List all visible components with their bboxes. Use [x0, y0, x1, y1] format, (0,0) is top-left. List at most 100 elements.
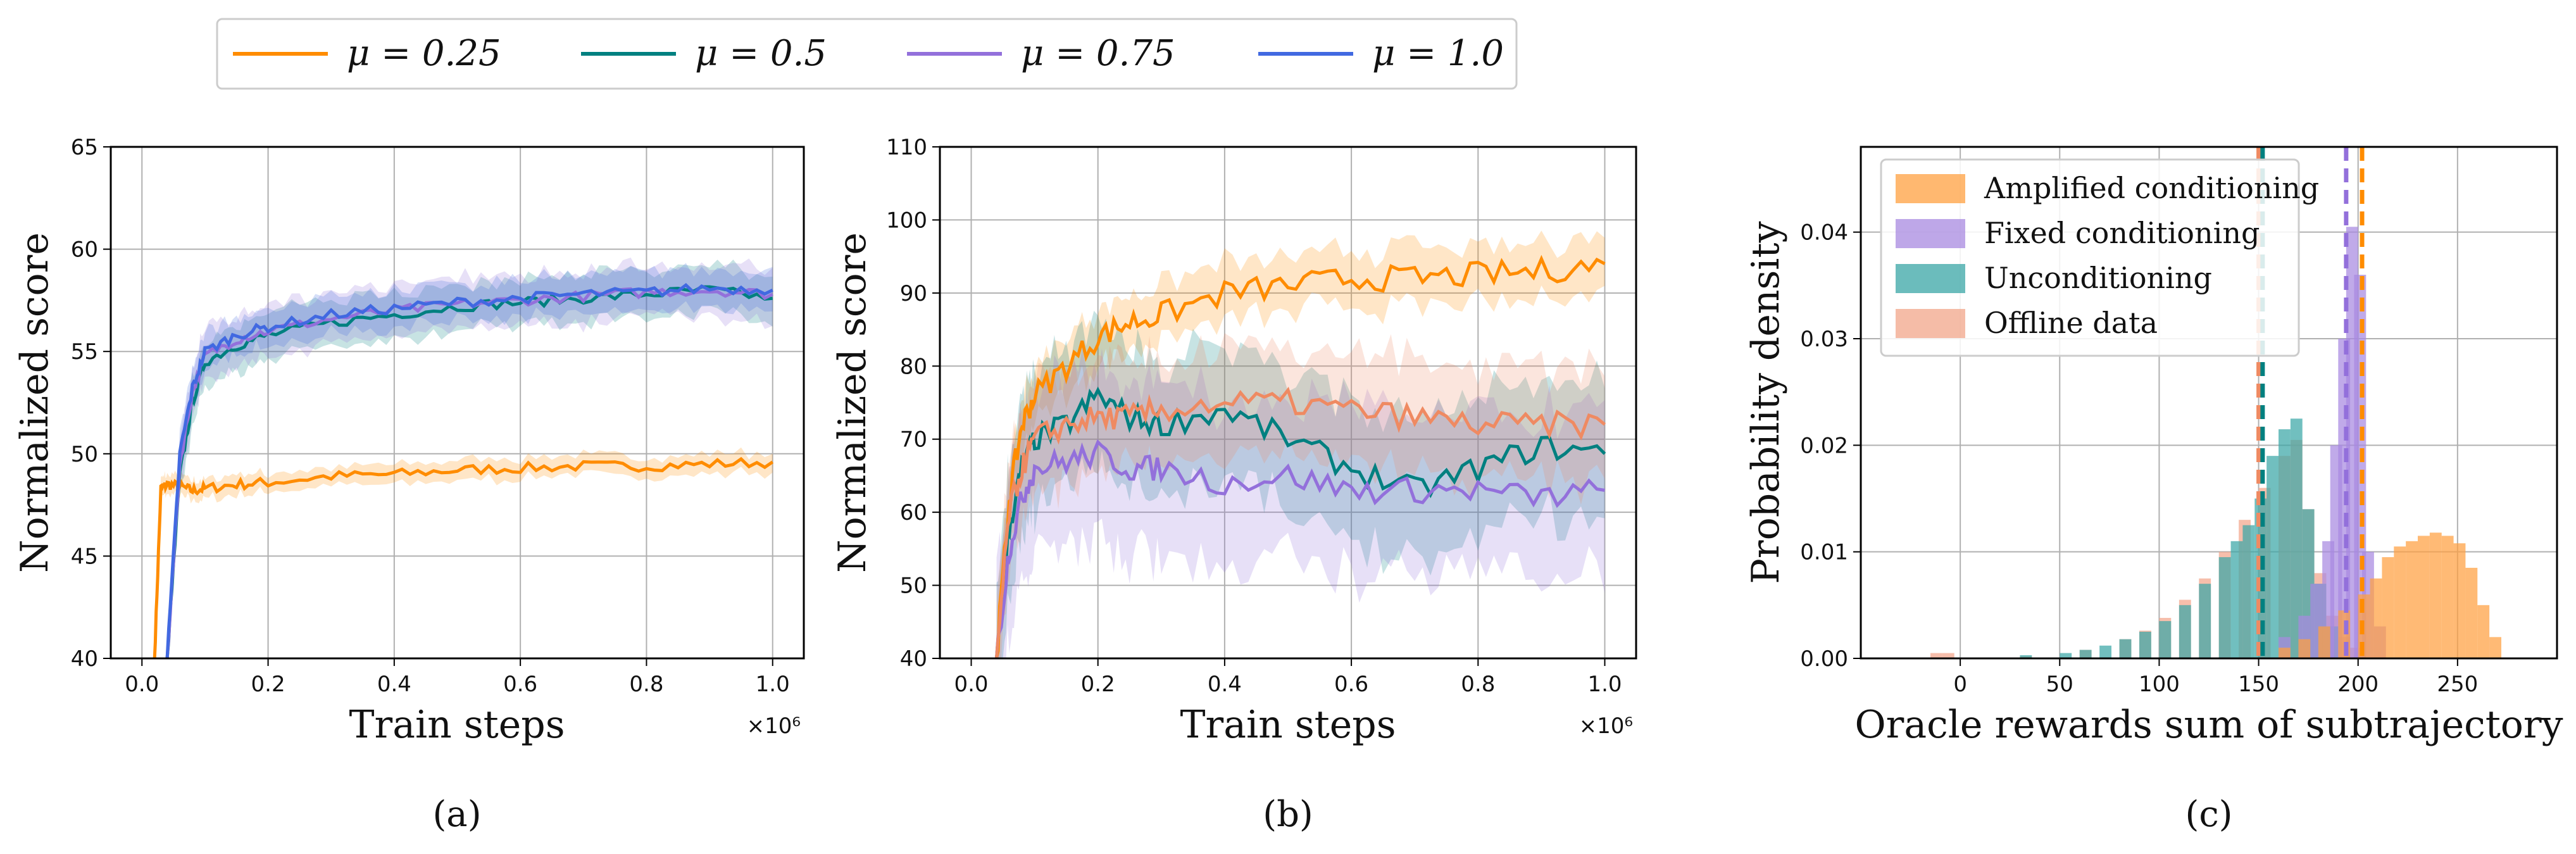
y-tick-label: 40 [900, 646, 927, 672]
histogram-bar [2060, 653, 2072, 658]
histogram-bar [2406, 541, 2418, 658]
histogram-bar [2298, 639, 2311, 658]
y-tick-label: 45 [71, 544, 98, 569]
caption-c: (c) [2185, 794, 2232, 835]
chart-c-bars [1930, 227, 2501, 658]
x-tick-label: 0.8 [629, 672, 663, 697]
chart-b-lines [995, 254, 1606, 659]
chart-a-xlabel: Train steps [349, 703, 565, 747]
chart-b-ticks: 0.0 0.2 0.4 0.6 0.8 1.0 40 50 60 70 80 90 100 110 [886, 135, 1622, 697]
x-tick-label: 1.0 [1587, 672, 1622, 697]
top-legend: μ = 0.25 μ = 0.5 μ = 0.75 μ = 1.0 [216, 18, 1518, 90]
chart-b-ylabel: Normalized score [830, 232, 875, 573]
histogram-bar [2489, 637, 2501, 658]
x-tick-label: 150 [2238, 672, 2279, 697]
histogram-bar [2465, 567, 2478, 658]
histogram-bar [2199, 584, 2211, 658]
confidence-band [167, 257, 773, 659]
histogram-bar [2394, 546, 2406, 658]
x-tick-label: 0 [1953, 672, 1967, 697]
histogram-bar [2119, 639, 2132, 658]
histogram-bar [2230, 541, 2243, 658]
x-tick-label: 0.6 [503, 672, 537, 697]
chart-a-bands [154, 257, 773, 659]
series-line [995, 254, 1606, 659]
chart-c-legend: Amplified conditioning Fixed conditionin… [1880, 158, 2319, 357]
chart-c-ticks: 0 50 100 150 200 250 0.00 0.01 0.02 0.03 0.04 [1800, 220, 2478, 697]
y-tick-label: 100 [886, 208, 927, 233]
y-tick-label: 60 [900, 500, 927, 525]
caption-a: (a) [432, 794, 481, 835]
y-tick-label: 0.01 [1800, 540, 1848, 565]
series-line [153, 456, 774, 659]
x-tick-label: 0.0 [954, 672, 988, 697]
chart-b-frame [939, 146, 1637, 660]
x-tick-label: 0.2 [251, 672, 285, 697]
x-tick-label: 1.0 [756, 672, 790, 697]
histogram-bar [1942, 653, 1954, 658]
chart-b: 0.0 0.2 0.4 0.6 0.8 1.0 40 50 60 70 80 90 100 110 Tra… [830, 135, 1637, 835]
x-tick-label: 0.6 [1334, 672, 1368, 697]
chart-a-x-multiplier: ×10⁶ [747, 713, 801, 739]
chart-b-xlabel: Train steps [1180, 703, 1396, 747]
chart-c: 0 50 100 150 200 250 0.00 0.01 0.02 0.03 0.04 Ampl… [1744, 146, 2563, 835]
histogram-bar [2382, 557, 2394, 658]
legend-label-mu-0.5: μ = 0.5 [695, 33, 827, 74]
legend-swatch-unconditioning [1896, 264, 1965, 293]
y-tick-label: 0.00 [1800, 646, 1848, 672]
histogram-bar [2279, 429, 2291, 658]
histogram-bar [2079, 650, 2092, 658]
chart-a-frame [109, 146, 805, 660]
legend-frame [216, 18, 1518, 90]
histogram-bar [2020, 655, 2032, 658]
histogram-bar [2318, 626, 2330, 658]
y-tick-label: 50 [71, 442, 98, 467]
chart-a-ticks: 0.0 0.2 0.4 0.6 0.8 1.0 40 45 50 55 60 65 [71, 135, 790, 697]
caption-b: (b) [1263, 794, 1313, 835]
y-tick-label: 60 [71, 237, 98, 263]
y-tick-label: 65 [71, 135, 98, 160]
histogram-bar [2453, 543, 2466, 658]
confidence-band [154, 447, 773, 658]
histogram-bar [2441, 536, 2454, 658]
y-tick-label: 40 [71, 646, 98, 672]
x-tick-label: 0.8 [1461, 672, 1495, 697]
chart-a-grid [111, 146, 804, 659]
x-tick-label: 0.4 [1208, 672, 1242, 697]
x-tick-label: 0.0 [125, 672, 159, 697]
legend-swatch-offline [1896, 309, 1965, 338]
legend-label-fixed: Fixed conditioning [1984, 216, 2260, 250]
x-tick-label: 0.4 [377, 672, 411, 697]
histogram-bar [2477, 605, 2490, 658]
series-line [165, 283, 773, 659]
chart-b-x-multiplier: ×10⁶ [1579, 713, 1633, 739]
legend-label-mu-1.0: μ = 1.0 [1372, 33, 1504, 74]
y-tick-label: 80 [900, 354, 927, 379]
legend-label-offline: Offline data [1984, 306, 2158, 340]
x-tick-label: 200 [2337, 672, 2379, 697]
y-tick-label: 0.02 [1800, 433, 1848, 458]
legend-label-amplified: Amplified conditioning [1984, 171, 2319, 205]
legend-swatch-fixed [1896, 219, 1965, 248]
histogram-bar [2429, 532, 2442, 658]
histogram-bar [2179, 605, 2191, 658]
chart-a-ylabel: Normalized score [13, 232, 57, 573]
histogram-bar [2159, 621, 2172, 658]
legend-label-mu-0.75: μ = 0.75 [1021, 33, 1175, 74]
x-tick-label: 250 [2437, 672, 2478, 697]
chart-c-xlabel: Oracle rewards sum of subtrajectory [1854, 703, 2563, 747]
y-tick-label: 70 [900, 427, 927, 453]
chart-a-lines [153, 283, 774, 659]
y-tick-label: 110 [886, 135, 927, 160]
y-tick-label: 0.04 [1800, 220, 1848, 246]
chart-c-ylabel: Probability density [1744, 221, 1788, 584]
confidence-band [996, 230, 1605, 659]
histogram-bar [2370, 578, 2382, 658]
chart-c-legend-frame [1880, 158, 2300, 357]
y-tick-label: 0.03 [1800, 327, 1848, 352]
y-tick-label: 55 [71, 339, 98, 365]
histogram-bar [2267, 456, 2279, 658]
histogram-bar [2242, 525, 2255, 658]
histogram-bar [2139, 631, 2151, 658]
